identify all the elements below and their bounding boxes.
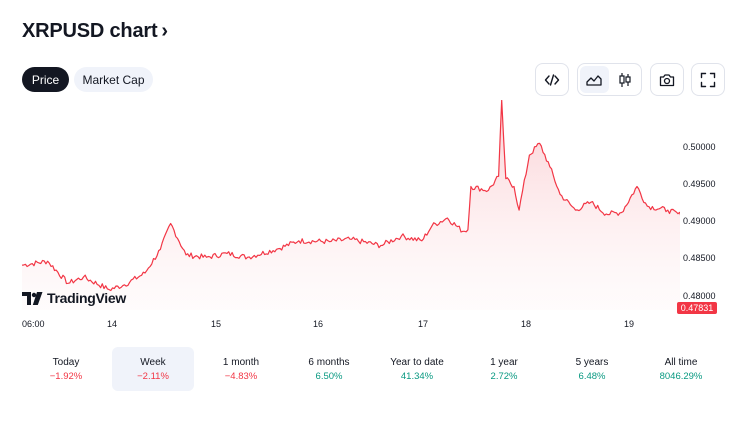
period-change: −2.11% — [137, 370, 169, 382]
camera-icon — [659, 73, 675, 86]
period-5-years[interactable]: 5 years 6.48% — [551, 347, 633, 391]
tradingview-watermark[interactable]: TradingView — [22, 290, 126, 306]
x-tick-label: 19 — [624, 319, 635, 329]
period-6-months[interactable]: 6 months 6.50% — [288, 347, 370, 391]
snapshot-button[interactable] — [650, 63, 684, 96]
x-tick-label: 15 — [211, 319, 222, 329]
period-performance-bar: Today −1.92% Week −2.11% 1 month −4.83% … — [0, 347, 750, 391]
period-change: 6.48% — [578, 370, 606, 382]
chart-style-toggle — [577, 63, 642, 96]
price-line — [21, 100, 680, 292]
period-year-to-date[interactable]: Year to date 41.34% — [376, 347, 458, 391]
x-tick-label: 17 — [418, 319, 429, 329]
chevron-right-icon: › — [161, 20, 168, 42]
tradingview-logo-icon — [22, 291, 43, 305]
period-1-month[interactable]: 1 month −4.83% — [200, 347, 282, 391]
period-label: 1 year — [490, 356, 518, 368]
price-area-fill — [22, 100, 680, 310]
embed-button[interactable] — [535, 63, 569, 96]
y-tick-label: 0.48500 — [683, 253, 716, 263]
x-tick-label: 14 — [107, 319, 118, 329]
area-style-button[interactable] — [580, 66, 609, 93]
y-tick-label: 0.49500 — [683, 179, 716, 189]
code-icon — [544, 73, 560, 86]
period-week[interactable]: Week −2.11% — [112, 347, 194, 391]
fullscreen-icon — [700, 72, 716, 87]
candlestick-icon — [619, 72, 631, 87]
period-change: 2.72% — [490, 370, 518, 382]
x-tick-label: 18 — [521, 319, 532, 329]
period-label: 1 month — [222, 356, 260, 368]
period-label: 6 months — [308, 356, 350, 368]
period-label: All time — [664, 356, 698, 368]
period-label: Today — [52, 356, 80, 368]
period-change: −1.92% — [49, 370, 83, 382]
period-1-year[interactable]: 1 year 2.72% — [463, 347, 545, 391]
y-tick-label: 0.49000 — [683, 216, 716, 226]
area-chart-icon — [586, 74, 602, 86]
chart-title[interactable]: XRPUSD chart › — [22, 20, 168, 43]
period-change: 6.50% — [315, 370, 343, 382]
candles-style-button[interactable] — [611, 66, 640, 93]
y-tick-label: 0.48000 — [683, 291, 716, 301]
fullscreen-button[interactable] — [691, 63, 725, 96]
tab-price[interactable]: Price — [22, 67, 69, 92]
period-all-time[interactable]: All time 8046.29% — [640, 347, 722, 391]
y-tick-label: 0.50000 — [683, 142, 716, 152]
period-change: −4.83% — [224, 370, 258, 382]
chart-title-text: XRPUSD chart — [22, 20, 158, 42]
x-tick-label: 06:00 — [22, 319, 45, 329]
period-label: Year to date — [390, 356, 444, 368]
period-today[interactable]: Today −1.92% — [25, 347, 107, 391]
period-change: 41.34% — [400, 370, 434, 382]
price-chart[interactable] — [0, 100, 680, 315]
period-label: 5 years — [575, 356, 609, 368]
period-label: Week — [140, 356, 166, 368]
x-tick-label: 16 — [313, 319, 324, 329]
last-price-label: 0.47831 — [677, 302, 717, 314]
watermark-text: TradingView — [47, 290, 126, 306]
period-change: 8046.29% — [659, 370, 703, 382]
tab-market-cap[interactable]: Market Cap — [74, 67, 153, 92]
